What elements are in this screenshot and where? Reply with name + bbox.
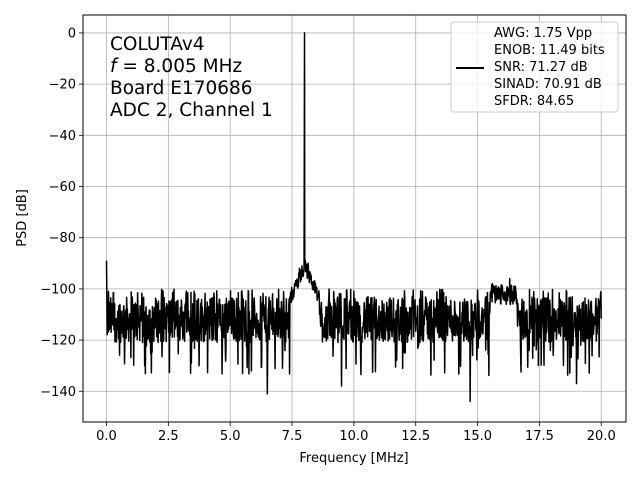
- y-tick-label: −100: [40, 282, 76, 297]
- legend-entry-snr: SNR: 71.27 dB: [494, 60, 588, 75]
- x-axis-label: Frequency [MHz]: [299, 451, 408, 466]
- psd-series-line: [105, 32, 603, 403]
- annotation-line-board: Board E170686: [110, 78, 253, 99]
- y-tick-label: −140: [40, 385, 76, 400]
- x-tick-label: 10.0: [339, 429, 368, 444]
- annotation-line-channel: ADC 2, Channel 1: [110, 100, 273, 121]
- legend-entry-enob: ENOB: 11.49 bits: [494, 43, 605, 58]
- series-layer: [105, 32, 603, 403]
- x-tick-label: 5.0: [220, 429, 241, 444]
- x-tick-label: 15.0: [463, 429, 492, 444]
- x-tick-label: 12.5: [401, 429, 430, 444]
- y-tick-label: −40: [49, 129, 76, 144]
- legend-entry-awg: AWG: 1.75 Vpp: [494, 26, 592, 41]
- y-axis-label: PSD [dB]: [15, 189, 30, 247]
- annotation-block: COLUTAv4 f = 8.005 MHz Board E170686 ADC…: [110, 34, 273, 121]
- x-tick-label: 0.0: [96, 429, 117, 444]
- x-tick-label: 7.5: [282, 429, 303, 444]
- x-tick-label: 17.5: [525, 429, 554, 444]
- y-tick-label: −20: [49, 78, 76, 93]
- legend-entry-sinad: SINAD: 70.91 dB: [494, 77, 602, 92]
- annotation-line-frequency: f = 8.005 MHz: [110, 56, 242, 77]
- x-tick-label: 2.5: [158, 429, 179, 444]
- y-tick-label: −80: [49, 231, 76, 246]
- y-tick-label: 0: [68, 26, 76, 41]
- ticks: 0.0 2.5 5.0 7.5 10.0 12.5 15.0 17.5 20.0 0 −20 −40 −…: [40, 26, 615, 444]
- legend-entry-sfdr: SFDR: 84.65: [494, 94, 574, 109]
- x-tick-label: 20.0: [587, 429, 616, 444]
- legend: AWG: 1.75 Vpp ENOB: 11.49 bits SNR: 71.2…: [450, 21, 619, 113]
- annotation-line-chip: COLUTAv4: [110, 34, 205, 55]
- y-tick-label: −120: [40, 334, 76, 349]
- y-tick-label: −60: [49, 180, 76, 195]
- plot-frame: [82, 14, 627, 423]
- legend-box: [450, 21, 619, 113]
